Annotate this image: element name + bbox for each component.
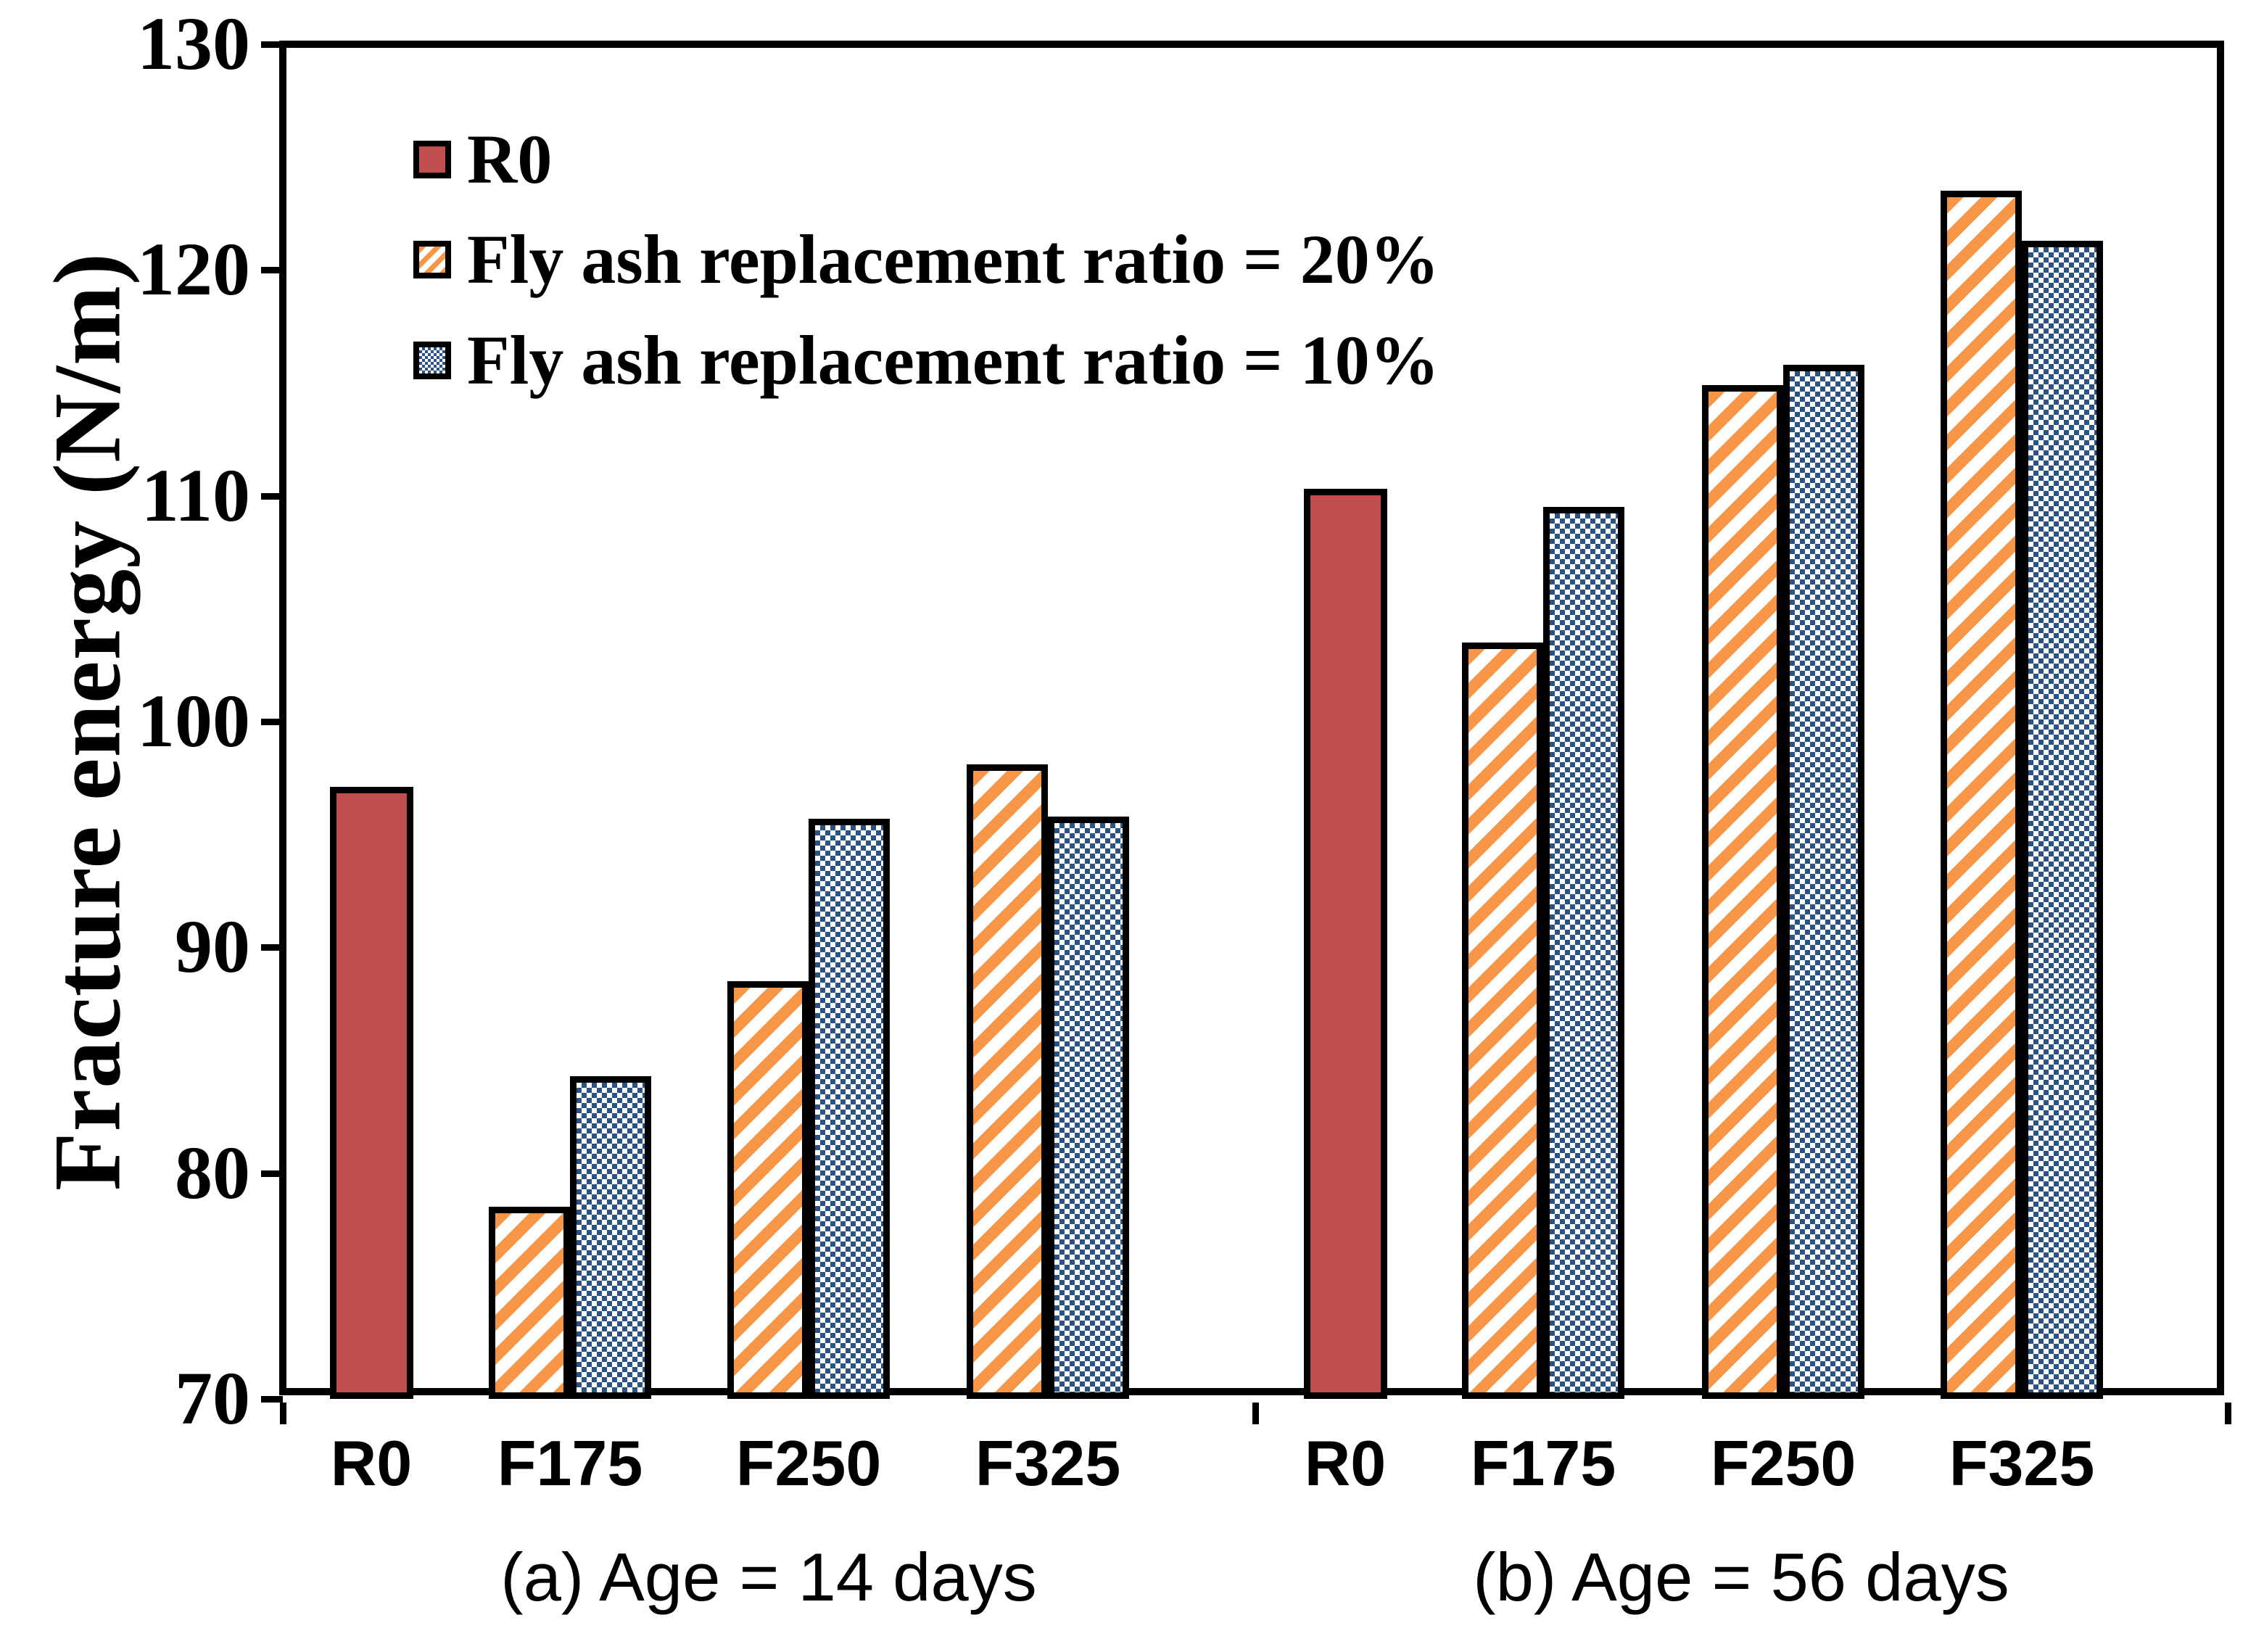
legend-swatch-flyash-10-icon [413, 342, 451, 379]
y-tick-label-90: 90 [175, 905, 250, 989]
bar-b-F175-20pct [1462, 643, 1543, 1399]
x-tick-mark-2 [2225, 1403, 2231, 1424]
legend-item-r0: R0 [413, 123, 552, 196]
legend-item-flyash-20: Fly ash replacement ratio = 20% [413, 223, 1439, 296]
x-category-label-a-R0: R0 [330, 1427, 413, 1499]
bar-a-F325-10pct [1048, 816, 1129, 1399]
group-a-caption: (a) Age = 14 days [500, 1539, 1037, 1615]
y-tick-mark-110 [261, 492, 283, 500]
y-tick-label-120: 120 [137, 228, 250, 312]
group-b-caption: (b) Age = 56 days [1473, 1539, 2009, 1615]
y-tick-label-70: 70 [175, 1357, 250, 1440]
x-category-label-a-F325: F325 [975, 1427, 1121, 1499]
bar-b-F325-20pct [1941, 191, 2022, 1399]
bar-b-F325-10pct [2022, 240, 2103, 1399]
x-category-label-b-R0: R0 [1304, 1427, 1387, 1499]
y-tick-mark-130 [261, 41, 283, 48]
bar-a-F250-20pct [727, 981, 809, 1399]
x-category-label-a-F250: F250 [735, 1427, 882, 1499]
bar-b-R0-R0 [1303, 489, 1387, 1399]
bar-a-F325-20pct [967, 764, 1048, 1399]
bar-b-F250-10pct [1783, 365, 1864, 1399]
legend-item-flyash-10: Fly ash replacement ratio = 10% [413, 324, 1439, 397]
legend-label-r0: R0 [467, 120, 553, 198]
legend-label-flyash-10: Fly ash replacement ratio = 10% [467, 321, 1439, 399]
x-category-label-b-F250: F250 [1710, 1427, 1856, 1499]
y-tick-mark-70 [261, 1396, 283, 1403]
x-category-label-b-F325: F325 [1949, 1427, 2095, 1499]
x-tick-mark-0 [280, 1403, 286, 1424]
y-tick-mark-80 [261, 1170, 283, 1177]
y-tick-label-100: 100 [137, 680, 250, 763]
y-tick-label-110: 110 [141, 453, 250, 537]
bar-a-F175-20pct [489, 1207, 570, 1399]
y-tick-mark-120 [261, 267, 283, 274]
bar-b-F250-20pct [1702, 385, 1783, 1399]
y-tick-mark-90 [261, 944, 283, 951]
x-category-label-b-F175: F175 [1470, 1427, 1616, 1499]
y-tick-label-80: 80 [175, 1131, 250, 1215]
y-tick-label-130: 130 [137, 2, 250, 86]
y-tick-mark-100 [261, 719, 283, 725]
bar-b-F175-10pct [1543, 507, 1624, 1399]
legend-swatch-flyash-20-icon [413, 241, 451, 278]
x-tick-mark-1 [1252, 1403, 1259, 1424]
bar-a-R0-R0 [329, 787, 413, 1399]
legend-label-flyash-20: Fly ash replacement ratio = 20% [467, 220, 1439, 298]
x-category-label-a-F175: F175 [497, 1427, 643, 1499]
legend-swatch-r0-icon [413, 141, 451, 178]
bar-a-F250-10pct [809, 818, 890, 1399]
bar-a-F175-10pct [570, 1075, 651, 1399]
